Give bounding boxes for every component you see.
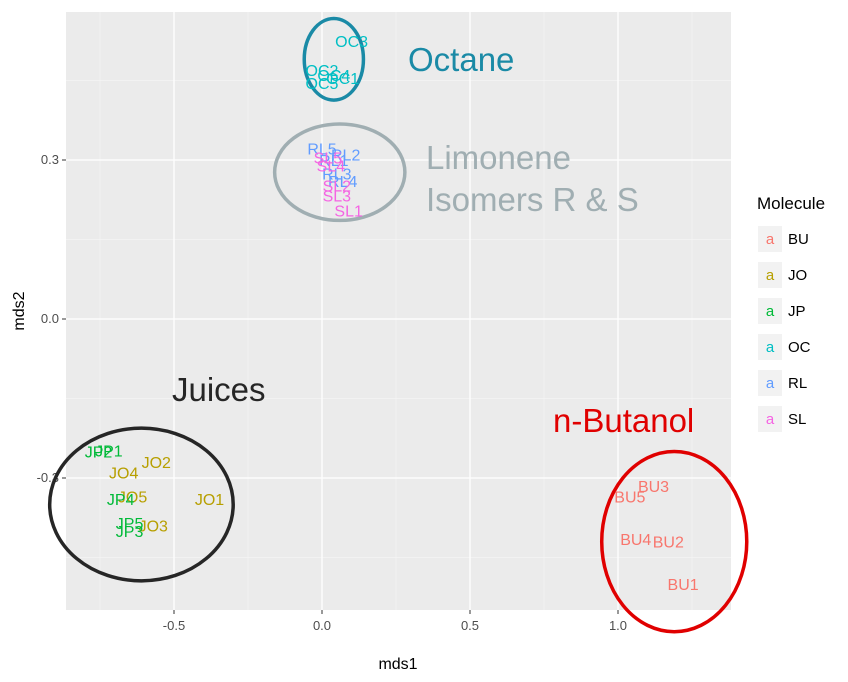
- y-axis-title: mds2: [11, 291, 28, 330]
- legend-key-box: [758, 334, 782, 360]
- annotation-limonene: Limonene: [426, 139, 571, 176]
- panel-background: [66, 12, 731, 610]
- point-label-oc5: OC5: [306, 76, 339, 93]
- legend-key-glyph: a: [766, 303, 775, 320]
- legend: Molecule a BU a JO a JP a OC a RL a SL: [757, 194, 825, 432]
- point-label-bu1: BU1: [668, 577, 699, 594]
- annotation-isomers-r-s: Isomers R & S: [426, 181, 639, 218]
- annotation-juices: Juices: [172, 371, 266, 408]
- x-tick-label: 1.0: [609, 618, 627, 633]
- point-label-bu5: BU5: [614, 490, 645, 507]
- legend-label-rl: RL: [788, 375, 807, 392]
- point-label-rl1: RL1: [319, 153, 348, 170]
- grid-major: [66, 12, 731, 610]
- point-label-sl1: SL1: [334, 203, 363, 220]
- point-label-sl5: SL5: [314, 150, 343, 167]
- legend-label-jo: JO: [788, 267, 807, 284]
- annotation-labels: Octane Limonene Isomers R & S Juices n-Butan…: [172, 41, 694, 439]
- point-label-jp3: JP3: [116, 524, 144, 541]
- ellipse-limonene: [272, 122, 407, 223]
- legend-key-box: [758, 226, 782, 252]
- point-label-oc1: OC1: [326, 71, 359, 88]
- point-label-sl2: SL2: [323, 178, 352, 195]
- y-tick-label: 0.0: [41, 311, 59, 326]
- legend-key-box: [758, 298, 782, 324]
- legend-label-jp: JP: [788, 303, 806, 320]
- point-label-rl5: RL5: [307, 141, 336, 158]
- point-label-jo1: JO1: [195, 492, 224, 509]
- point-label-jp2: JP2: [85, 445, 113, 462]
- x-axis-title: mds1: [378, 656, 417, 673]
- legend-key-box: [758, 370, 782, 396]
- point-label-oc3: OC3: [335, 34, 368, 51]
- annotation-ellipses: [47, 16, 749, 634]
- point-label-oc2: OC2: [306, 63, 339, 80]
- point-label-oc4: OC4: [317, 68, 350, 85]
- axis-ticks: -0.5 0.0 0.5 1.0-0.30.00.3: [37, 152, 627, 633]
- legend-label-oc: OC: [788, 339, 811, 356]
- legend-key-glyph: a: [766, 267, 775, 284]
- legend-title: Molecule: [757, 194, 825, 213]
- point-label-sl4: SL4: [317, 158, 346, 175]
- legend-label-sl: SL: [788, 411, 806, 428]
- point-label-jo5: JO5: [118, 490, 147, 507]
- ellipse-octane: [302, 16, 366, 102]
- y-tick-label: 0.3: [41, 152, 59, 167]
- legend-key-glyph: a: [766, 231, 775, 248]
- point-label-jp1: JP1: [95, 443, 123, 460]
- legend-key-glyph: a: [766, 411, 775, 428]
- point-label-jo2: JO2: [142, 455, 171, 472]
- point-label-sl3: SL3: [323, 189, 352, 206]
- legend-key-glyph: a: [766, 339, 775, 356]
- ellipse-n-butanol: [599, 449, 749, 634]
- annotation-octane: Octane: [408, 41, 514, 78]
- x-tick-label: 0.0: [313, 618, 331, 633]
- x-tick-label: -0.5: [163, 618, 185, 633]
- point-label-jo3: JO3: [139, 519, 168, 536]
- annotation-n-butanol: n-Butanol: [553, 402, 694, 439]
- legend-label-bu: BU: [788, 231, 809, 248]
- point-label-rl3: RL3: [322, 166, 351, 183]
- point-label-rl2: RL2: [331, 148, 360, 165]
- point-label-bu4: BU4: [620, 532, 651, 549]
- x-tick-label: 0.5: [461, 618, 479, 633]
- point-label-jp5: JP5: [116, 516, 144, 533]
- point-label-rl4: RL4: [328, 174, 357, 191]
- point-labels: BU1BU2BU3BU4BU5JO1JO2JO3JO4JO5JP1JP2JP3J…: [85, 34, 699, 594]
- legend-key-box: [758, 262, 782, 288]
- point-label-jo4: JO4: [109, 466, 138, 483]
- legend-key-box: [758, 406, 782, 432]
- point-label-bu3: BU3: [638, 479, 669, 496]
- ellipse-juices: [47, 426, 235, 583]
- point-label-jp4: JP4: [107, 492, 135, 509]
- grid-minor: [66, 12, 731, 610]
- point-label-bu2: BU2: [653, 535, 684, 552]
- legend-key-glyph: a: [766, 375, 775, 392]
